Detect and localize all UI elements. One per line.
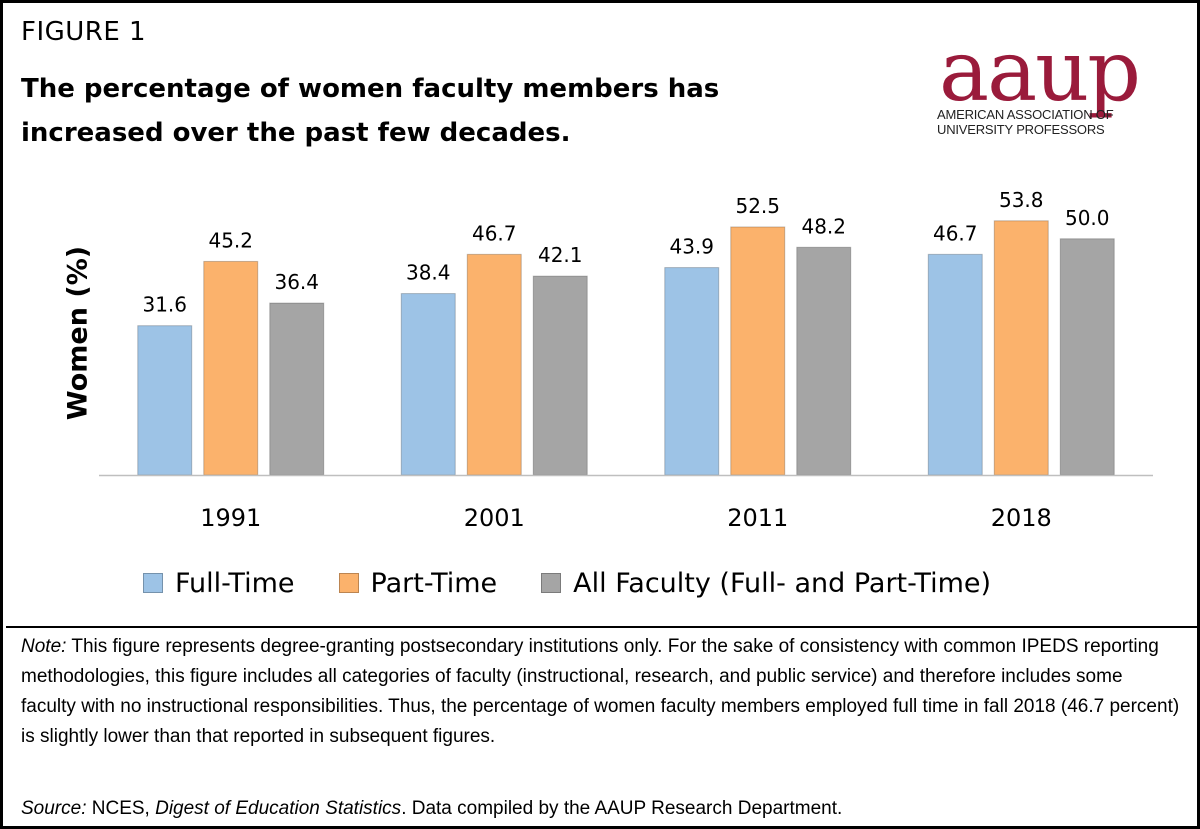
legend-label: Part-Time [370,567,498,599]
bar [927,253,983,476]
bar [400,293,456,476]
x-tick-label: 1991 [200,504,261,532]
note-divider [6,626,1200,628]
aaup-logo: aaup AMERICAN ASSOCIATION OF UNIVERSITY … [931,22,1171,141]
data-label: 45.2 [208,228,253,252]
source-text: Source: NCES, Digest of Education Statis… [21,794,1181,824]
legend-swatch [143,573,163,593]
note-prefix: Note: [21,636,67,657]
data-label: 46.7 [472,221,517,245]
chart-legend: Full-Time Part-Time All Faculty (Full- and… [143,563,1035,603]
bar [466,253,522,476]
source-prefix: Source: [21,798,87,819]
data-label: 52.5 [735,194,780,218]
x-tick-label: 2001 [464,504,525,532]
legend-label: All Faculty (Full- and Part-Time) [573,567,992,599]
legend-swatch [338,573,359,593]
legend-swatch [541,573,562,593]
data-label: 46.7 [933,221,978,245]
source-publication: Digest of Education Statistics [155,798,402,819]
source-part2: . Data compiled by the AAUP Research Dep… [401,798,843,819]
data-label: 53.8 [999,188,1044,212]
figure-label: FIGURE 1 [21,17,147,47]
bar [203,260,259,476]
bar [664,267,720,476]
data-label: 43.9 [669,235,714,259]
data-label: 50.0 [1065,206,1110,230]
legend-item: Part-Time [338,567,498,599]
note-body: This figure represents degree-granting p… [21,636,1180,747]
chart-title: The percentage of women faculty members … [21,74,720,148]
note-text: Note: This figure represents degree-gran… [21,632,1181,752]
logo-subtitle-line1: AMERICAN ASSOCIATION OF [937,107,1114,122]
legend-item: Full-Time [143,568,295,599]
bar-chart: 31.6 45.2 36.4 1991 38.4 46.7 42.1 2001 43.9 52.5… [99,188,1153,532]
data-label: 31.6 [142,293,187,317]
data-label: 48.2 [801,214,846,238]
bar [269,302,325,476]
logo-wordmark: aaup [939,22,1141,120]
source-part1: NCES, [86,798,156,819]
data-label: 36.4 [274,270,319,294]
legend-label: Full-Time [175,567,295,599]
data-label: 38.4 [406,261,451,285]
x-tick-label: 2011 [727,504,788,532]
bar [137,325,193,476]
x-tick-label: 2018 [991,504,1052,532]
bar [730,226,786,476]
bar [796,246,852,476]
bar [1059,238,1115,476]
logo-subtitle-line2: UNIVERSITY PROFESSORS [937,122,1105,137]
bar [993,220,1049,476]
legend-item: All Faculty (Full- and Part-Time) [541,568,991,599]
data-label: 42.1 [538,243,583,267]
bar [532,275,588,476]
